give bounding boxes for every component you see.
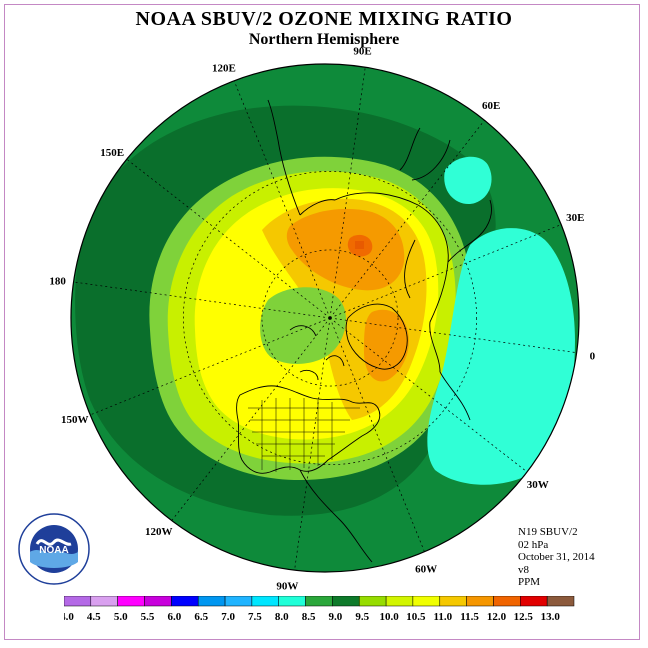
chart-subtitle: Northern Hemisphere <box>248 31 400 48</box>
colorbar-tick-12: 10.0 <box>379 611 399 623</box>
colorbar-swatch-6 <box>224 596 253 607</box>
lon-label-90e: 90E <box>353 46 371 58</box>
colorbar-swatch-5 <box>197 596 226 607</box>
meridian-150 <box>75 317 331 421</box>
lon-label-30e: 30E <box>566 212 584 224</box>
map-border <box>70 63 580 573</box>
north-america-coast <box>236 385 381 474</box>
colorbar-tick-14: 11.0 <box>433 611 452 623</box>
lon-label-120w: 120W <box>145 526 173 538</box>
lon-label-150e: 150E <box>100 147 124 159</box>
lon-label-180: 180 <box>49 275 66 287</box>
contour-8-0-atlantic <box>427 228 575 485</box>
contour-12-0 <box>355 241 364 249</box>
colorbar-tick-8: 8.0 <box>275 611 289 623</box>
colorbar-tick-0: 4.0 <box>64 611 74 623</box>
logo-text: NOAA <box>39 545 68 556</box>
longitude-labels: 90E 60E 30E 0 30W 60W 90W 120W 150W 180 150E 120E <box>49 46 595 593</box>
colorbar-tick-1: 4.5 <box>87 611 101 623</box>
meridian-120 <box>161 317 331 535</box>
lon-label-120e: 120E <box>212 63 236 75</box>
latitude-circle-60 <box>261 249 399 387</box>
colorbar-tick-11: 9.5 <box>355 611 369 623</box>
colorbar-tick-18: 13.0 <box>541 611 561 623</box>
pressure-level: 02 hPa <box>518 538 549 551</box>
figure-frame <box>4 4 640 640</box>
arctic-islands <box>289 325 345 381</box>
meridian-0 <box>329 317 579 357</box>
colorbar-swatch-9 <box>305 596 333 607</box>
coastlines <box>236 99 492 563</box>
colorbar-swatch-16 <box>493 596 521 607</box>
meridian--180 <box>71 279 331 319</box>
lon-label-0: 0 <box>590 351 596 363</box>
meridian-30 <box>329 317 547 487</box>
colorbar-swatch-18 <box>546 596 575 607</box>
colorbar-tick-2: 5.0 <box>114 611 128 623</box>
instrument-label: N19 SBUV/2 <box>518 526 578 538</box>
central-america-coast <box>299 469 373 563</box>
colorbar-swatch-0 <box>64 596 92 607</box>
meridian--120 <box>227 64 331 319</box>
meridian-60 <box>329 317 433 572</box>
colorbar-swatch-17 <box>520 596 548 607</box>
europe-africa-coast <box>439 199 492 421</box>
colorbar-swatch-3 <box>144 596 172 607</box>
units-label: PPM <box>518 576 541 588</box>
greenland-coast <box>345 303 408 370</box>
chart-title: NOAA SBUV/2 OZONE MIXING RATIO <box>135 8 513 30</box>
contour-11-0 <box>286 208 405 291</box>
contour-8-0-north <box>444 156 492 205</box>
colorbar-tick-4: 6.0 <box>168 611 182 623</box>
colorbar-tick-7: 7.5 <box>248 611 262 623</box>
us-states-grid <box>248 398 360 472</box>
meridian-90 <box>291 317 331 572</box>
lon-label-90w: 90W <box>276 580 298 592</box>
colorbar-swatch-1 <box>90 596 118 607</box>
date-label: October 31, 2014 <box>518 551 595 563</box>
colorbar-swatch-10 <box>332 596 360 607</box>
colorbar-swatch-7 <box>251 596 279 607</box>
contour-11-0-east <box>364 309 409 382</box>
colorbar-tick-5: 6.5 <box>194 611 208 623</box>
colorbar-swatch-11 <box>359 596 387 607</box>
lon-label-60w: 60W <box>415 563 437 575</box>
colorbar-swatch-13 <box>412 596 440 607</box>
colorbar-tick-17: 12.5 <box>514 611 534 623</box>
colorbar-swatch-4 <box>171 596 199 607</box>
colorbar-tick-10: 9.0 <box>329 611 343 623</box>
meridian--60 <box>329 101 499 319</box>
colorbar-swatch-8 <box>278 596 306 607</box>
colorbar-swatch-14 <box>439 596 467 607</box>
version-label: v8 <box>518 563 529 576</box>
ozone-field <box>71 64 579 572</box>
colorbar: 4.0 4.5 5.0 5.5 6.0 6.5 7.0 7.5 8.0 8.5 9.0 9.5 10.0… <box>64 596 575 623</box>
colorbar-tick-15: 11.5 <box>460 611 479 623</box>
colorbar-tick-16: 12.0 <box>487 611 507 623</box>
colorbar-swatch-12 <box>385 596 414 607</box>
colorbar-tick-3: 5.5 <box>141 611 155 623</box>
colorbar-tick-6: 7.0 <box>221 611 235 623</box>
lon-label-30w: 30W <box>527 479 549 491</box>
eurasia-coast <box>299 192 449 373</box>
graticule <box>71 64 579 572</box>
lon-label-150w: 150W <box>61 414 89 426</box>
meridian--90 <box>329 64 369 319</box>
meridian--150 <box>113 149 331 319</box>
latitude-circle-30 <box>183 171 477 465</box>
colorbar-tick-9: 8.5 <box>302 611 316 623</box>
meridian--30 <box>329 215 579 319</box>
colorbar-swatch-2 <box>117 596 145 607</box>
asia-east-coast <box>267 99 451 216</box>
colorbar-swatch-15 <box>466 596 494 607</box>
info-panel: N19 SBUV/2 02 hPa October 31, 2014 v8 PP… <box>518 526 595 589</box>
noaa-logo: NOAA <box>18 513 90 585</box>
lon-label-60e: 60E <box>482 100 500 112</box>
colorbar-tick-13: 10.5 <box>406 611 426 623</box>
